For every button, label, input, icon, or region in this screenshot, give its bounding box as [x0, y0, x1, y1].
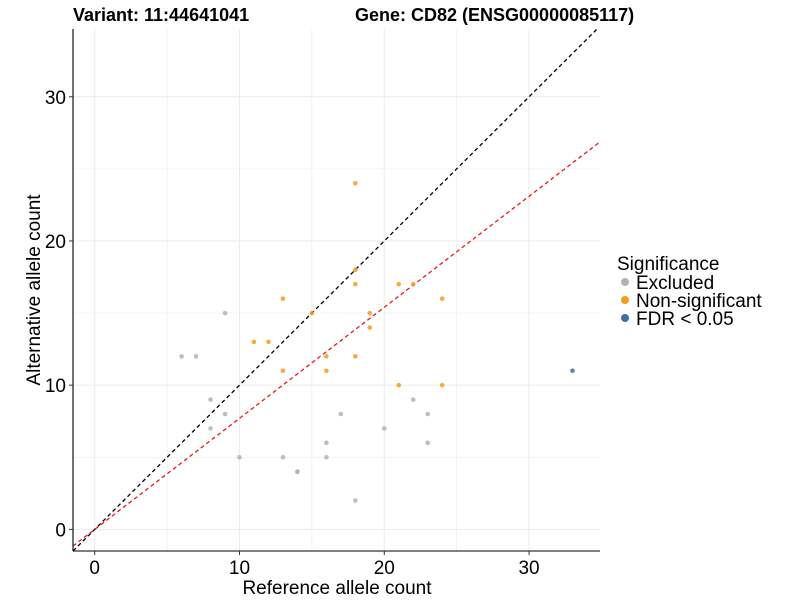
expected-ratio-line [73, 141, 600, 547]
data-point [338, 411, 344, 417]
y-tick-label: 0 [55, 520, 66, 541]
data-point [280, 296, 286, 301]
data-point [324, 354, 329, 359]
plot-axes [72, 29, 600, 552]
legend-key [621, 296, 629, 304]
legend-label: Excluded [636, 273, 714, 294]
data-point [425, 411, 431, 417]
legend-key [621, 278, 629, 286]
data-point [410, 281, 416, 287]
y-tick-label: 10 [45, 376, 66, 397]
data-point [324, 454, 329, 460]
data-point [237, 454, 242, 460]
data-point [208, 397, 213, 402]
data-point [266, 339, 271, 345]
data-point [396, 382, 402, 388]
x-tick-label: 0 [89, 558, 100, 579]
data-point [381, 426, 387, 431]
legend: Significance ExcludedNon-significantFDR … [617, 254, 762, 330]
data-points [179, 180, 575, 503]
chart-title-variant: Variant: 11:44641041 [73, 5, 249, 25]
data-point [208, 426, 213, 431]
data-point [353, 498, 358, 503]
data-point [280, 368, 286, 374]
data-point [410, 397, 416, 402]
plot-grid [73, 29, 600, 551]
data-point [353, 267, 358, 273]
x-tick-label: 20 [374, 558, 395, 579]
data-point [353, 281, 358, 287]
legend-key [621, 314, 629, 322]
data-point [425, 440, 431, 446]
tick-labels: 0 10 20 30 0 10 20 30 [45, 88, 540, 579]
legend-title: Significance [617, 254, 719, 275]
data-point [396, 281, 402, 287]
data-point [251, 339, 257, 345]
x-tick-label: 10 [229, 558, 250, 579]
data-point [367, 310, 373, 316]
legend-label: FDR < 0.05 [636, 309, 734, 330]
data-point [324, 440, 329, 446]
y-axis-label: Alternative allele count [24, 194, 45, 386]
data-point [222, 411, 228, 417]
chart-title-gene: Gene: CD82 (ENSG00000085117) [355, 5, 634, 25]
data-point [295, 469, 300, 474]
data-point [309, 310, 315, 316]
data-point [353, 180, 358, 186]
y-tick-label: 30 [45, 88, 66, 109]
reference-lines [73, 29, 600, 551]
data-point [324, 368, 329, 374]
x-tick-label: 30 [518, 558, 539, 579]
data-point [367, 325, 373, 330]
data-point [179, 354, 184, 359]
x-axis-label: Reference allele count [242, 578, 432, 599]
data-point [193, 354, 199, 359]
data-point [439, 382, 445, 388]
data-point [353, 354, 358, 359]
data-point [570, 368, 575, 374]
data-point [222, 310, 228, 316]
y-tick-label: 20 [45, 232, 66, 253]
identity-line [73, 29, 599, 551]
data-point [439, 296, 445, 301]
data-point [280, 454, 286, 460]
legend-label: Non-significant [636, 291, 762, 312]
